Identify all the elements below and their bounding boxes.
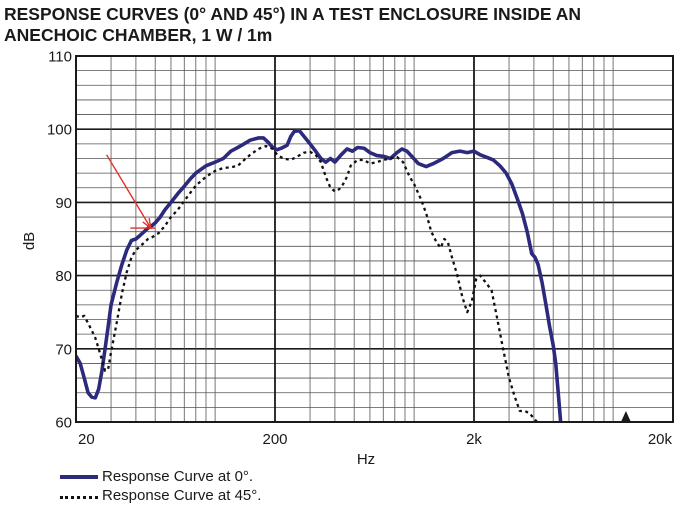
legend-swatch-solid (60, 475, 98, 479)
x-tick-label: 20 (78, 431, 95, 448)
annotations (106, 154, 631, 422)
y-tick-label: 80 (55, 268, 72, 285)
x-tick-label: 20k (648, 431, 673, 448)
plot-area (76, 56, 673, 422)
series-layer (76, 128, 563, 422)
x-axis-label: Hz (357, 451, 375, 468)
chart-title: RESPONSE CURVES (0° AND 45°) IN A TEST E… (4, 4, 694, 46)
plot-background (76, 56, 673, 422)
series-line-0 (76, 128, 563, 422)
y-tick-label: 90 (55, 195, 72, 212)
plot-frame (75, 55, 674, 423)
y-tick-label: 60 (55, 415, 72, 432)
x-tick-label: 2k (466, 431, 482, 448)
y-axis-label: dB (21, 232, 38, 250)
chart-title-line-2: ANECHOIC CHAMBER, 1 W / 1m (4, 25, 273, 45)
chart-title-line-1: RESPONSE CURVES (0° AND 45°) IN A TEST E… (4, 4, 582, 24)
annotation-arrow-line (106, 154, 152, 229)
legend-swatch-dotted (60, 496, 98, 499)
y-tick-label: 100 (47, 122, 72, 139)
tick-labels: 60 70 80 90 100 110 20 200 2k 20k (47, 49, 673, 449)
annotation-triangle-marker (620, 411, 631, 422)
y-tick-label: 110 (48, 49, 72, 66)
x-tick-label: 200 (262, 431, 287, 448)
y-tick-label: 70 (55, 341, 72, 358)
plot-border (75, 55, 674, 423)
legend-label-0: Response Curve at 0°. (102, 468, 254, 485)
series-line-1 (76, 144, 538, 422)
